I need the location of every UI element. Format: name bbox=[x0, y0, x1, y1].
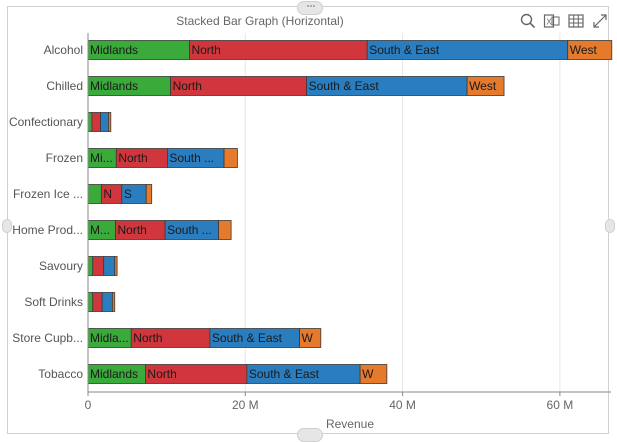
left-resize-handle[interactable] bbox=[2, 219, 12, 233]
bar-data-label: M... bbox=[90, 223, 110, 237]
category-label: Confectionary bbox=[9, 115, 83, 129]
bar-segment[interactable] bbox=[299, 328, 322, 348]
bar-segment[interactable] bbox=[91, 112, 101, 132]
bar-data-label: West bbox=[469, 79, 497, 93]
right-resize-handle[interactable] bbox=[605, 219, 615, 233]
category-label: Soft Drinks bbox=[24, 295, 83, 309]
bar-data-label: North bbox=[191, 43, 220, 57]
bar-segment[interactable] bbox=[100, 112, 109, 132]
x-tick-label: 0 bbox=[85, 398, 92, 412]
bar-data-label: West bbox=[570, 43, 598, 57]
category-axis: Alcohol Chilled Confectionary Frozen Frozen … bbox=[9, 43, 83, 381]
bar-data-label: South ... bbox=[167, 223, 212, 237]
table-view-icon[interactable] bbox=[567, 12, 585, 30]
expand-icon[interactable] bbox=[591, 12, 609, 30]
category-label: Store Cupb... bbox=[12, 331, 83, 345]
bar-segment[interactable] bbox=[466, 76, 505, 96]
bar-data-label: W bbox=[362, 367, 374, 381]
bar-segment[interactable] bbox=[111, 292, 116, 312]
bar-segment[interactable] bbox=[108, 112, 112, 132]
bar-data-label: Mi... bbox=[90, 151, 113, 165]
bar-data-label: Midlands bbox=[90, 79, 138, 93]
search-icon[interactable] bbox=[519, 12, 537, 30]
bar-data-label: W bbox=[302, 331, 314, 345]
bar-segment[interactable] bbox=[87, 292, 94, 312]
bar-segment[interactable] bbox=[223, 148, 238, 168]
bar-segment[interactable] bbox=[103, 256, 116, 276]
bar-segment[interactable] bbox=[92, 256, 105, 276]
bar-data-label: North bbox=[147, 367, 176, 381]
bar-data-label: North bbox=[173, 79, 202, 93]
export-excel-icon[interactable]: X bbox=[543, 12, 561, 30]
bar-data-label: South & East bbox=[249, 367, 320, 381]
bar-data-label: S bbox=[124, 187, 132, 201]
category-label: Home Prod... bbox=[12, 223, 83, 237]
value-axis: 0 20 M 40 M 60 M bbox=[85, 33, 611, 412]
bar-data-label: North bbox=[118, 223, 147, 237]
bar-data-label: South & East bbox=[369, 43, 440, 57]
category-label: Frozen bbox=[46, 151, 83, 165]
x-tick-label: 20 M bbox=[232, 398, 259, 412]
category-label: Alcohol bbox=[44, 43, 83, 57]
bar-data-label: North bbox=[118, 151, 147, 165]
bar-segment[interactable] bbox=[87, 256, 94, 276]
bar-data-label: South & East bbox=[309, 79, 380, 93]
bar-segment[interactable] bbox=[101, 292, 113, 312]
bar-segment[interactable] bbox=[145, 184, 153, 204]
x-tick-label: 40 M bbox=[389, 398, 416, 412]
bar-data-label: North bbox=[133, 331, 162, 345]
bar-segment[interactable] bbox=[114, 256, 118, 276]
category-label: Savoury bbox=[39, 259, 83, 273]
bar-data-label: Midla... bbox=[90, 331, 129, 345]
bar-data-label: N bbox=[103, 187, 112, 201]
excel-icon-letter: X bbox=[546, 18, 552, 27]
bar-segment[interactable] bbox=[567, 40, 613, 60]
bar-data-label: South & East bbox=[212, 331, 283, 345]
x-axis-title: Revenue bbox=[326, 417, 374, 431]
bar-segment[interactable] bbox=[359, 364, 388, 384]
bars: Midlands North South & East West Midlands Nor… bbox=[87, 40, 613, 384]
bar-data-label: South ... bbox=[169, 151, 214, 165]
bar-segment[interactable] bbox=[87, 184, 102, 204]
bar-data-label: Midlands bbox=[90, 367, 138, 381]
top-resize-handle[interactable] bbox=[297, 1, 323, 15]
chart-title: Stacked Bar Graph (Horizontal) bbox=[176, 14, 344, 28]
category-label: Frozen Ice ... bbox=[13, 187, 83, 201]
bar-segment[interactable] bbox=[92, 292, 103, 312]
x-tick-label: 60 M bbox=[547, 398, 574, 412]
bar-segment[interactable] bbox=[218, 220, 232, 240]
bar-data-label: Midlands bbox=[90, 43, 138, 57]
bar-segment[interactable] bbox=[87, 112, 93, 132]
category-label: Chilled bbox=[46, 79, 83, 93]
category-label: Tobacco bbox=[38, 367, 83, 381]
